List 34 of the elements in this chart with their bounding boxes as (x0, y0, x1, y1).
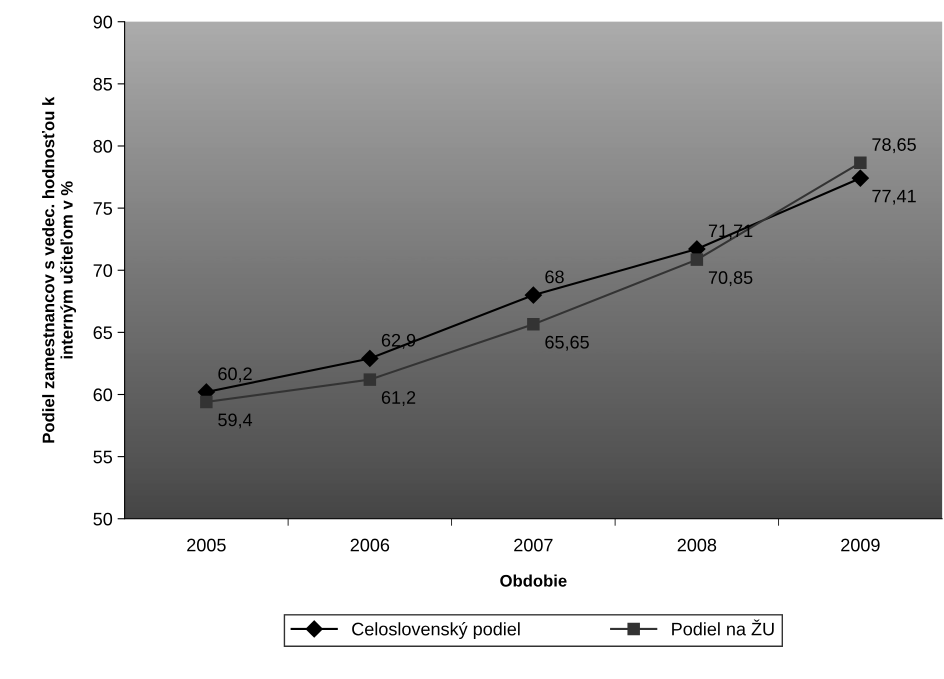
point (200, 396, 213, 408)
point (361, 350, 378, 368)
point (690, 253, 704, 266)
data-label: 78,65 (872, 138, 916, 154)
legend-label: Celoslovenský podiel (352, 622, 520, 640)
x-axis-title: Obdobie (500, 574, 567, 587)
y-tick-label: 85 (94, 78, 112, 91)
x-tick-label: 2008 (678, 538, 716, 552)
y-axis-title: Podiel zamestnancov s vedec. hodnosťou k interným učiteľom v % (42, 96, 76, 443)
x-tick-label: 2009 (841, 538, 880, 552)
legend-label: Podiel na ŽU (672, 620, 774, 636)
x-tick-label: 2005 (187, 538, 226, 552)
point (852, 170, 869, 187)
data-label: 60,2 (218, 367, 252, 382)
x-tick-label: 2007 (514, 538, 553, 552)
y-tick-label: 90 (94, 16, 112, 28)
data-label: 59,4 (218, 413, 252, 428)
point (524, 286, 542, 304)
y-tick-label: 50 (93, 512, 112, 526)
y-tick-label: 55 (93, 450, 112, 464)
data-label: 77,41 (872, 190, 916, 205)
data-label: 61,2 (382, 391, 416, 406)
data-label: 65,65 (545, 336, 589, 351)
point (854, 156, 867, 170)
y-tick-label: 75 (94, 202, 112, 215)
point (364, 373, 376, 386)
y-tick-label: 70 (94, 264, 112, 277)
point (527, 318, 540, 331)
x-tick-label: 2006 (350, 538, 390, 552)
y-tick-label: 65 (94, 326, 112, 340)
y-tick-label: 80 (94, 140, 112, 153)
data-label: 68 (545, 270, 564, 284)
data-label: 70,85 (708, 271, 752, 286)
y-tick-label: 60 (94, 388, 112, 402)
